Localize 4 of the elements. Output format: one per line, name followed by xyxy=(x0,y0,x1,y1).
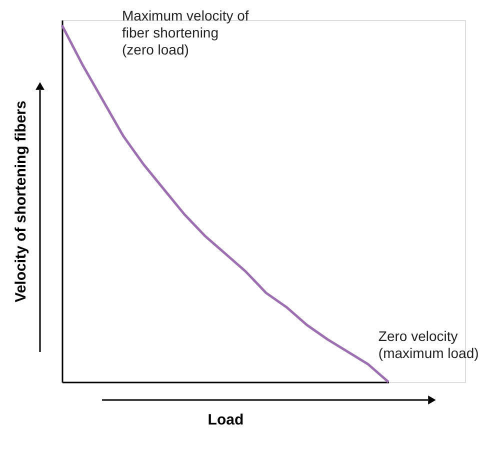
y-axis-title: Velocity of shortening fibers xyxy=(12,100,30,302)
x-axis-title: Load xyxy=(208,412,244,428)
annotation: Maximum velocity of fiber shortening (zero load) xyxy=(122,7,249,58)
annotation: Zero velocity (maximum load) xyxy=(378,328,479,361)
